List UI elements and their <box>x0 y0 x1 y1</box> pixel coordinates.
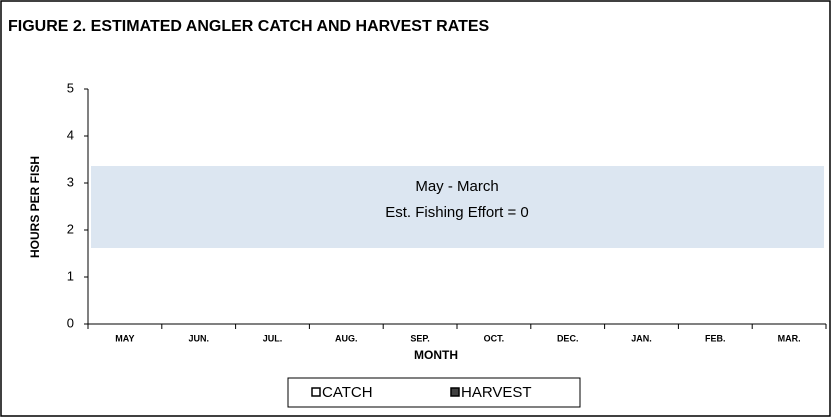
x-tick-label: AUG. <box>335 333 358 343</box>
x-tick-label: SEP. <box>410 333 429 343</box>
x-tick-label: OCT. <box>484 333 505 343</box>
y-tick-label: 5 <box>67 80 74 95</box>
x-tick-label: DEC. <box>557 333 579 343</box>
legend-label: CATCH <box>322 384 373 401</box>
annotation-text: May - March <box>415 178 498 195</box>
legend-box <box>287 377 581 408</box>
y-axis-label: HOURS PER FISH <box>28 156 42 258</box>
y-tick-label: 1 <box>67 268 74 283</box>
legend-swatch <box>450 387 460 397</box>
x-tick-label: JUL. <box>263 333 283 343</box>
chart-title: FIGURE 2. ESTIMATED ANGLER CATCH AND HAR… <box>8 18 490 35</box>
annotation-box <box>91 166 824 248</box>
legend-swatch <box>311 387 321 397</box>
y-tick-label: 4 <box>67 127 74 142</box>
annotation-text: Est. Fishing Effort = 0 <box>385 204 529 221</box>
y-tick-label: 0 <box>67 315 74 330</box>
y-tick-label: 3 <box>67 174 74 189</box>
legend-label: HARVEST <box>461 384 532 401</box>
x-tick-label: MAR. <box>778 333 801 343</box>
x-tick-label: JAN. <box>631 333 652 343</box>
x-tick-label: JUN. <box>188 333 209 343</box>
y-tick-label: 2 <box>67 221 74 236</box>
x-tick-label: MAY <box>115 333 134 343</box>
x-tick-label: FEB. <box>705 333 726 343</box>
x-axis-label: MONTH <box>414 348 458 362</box>
